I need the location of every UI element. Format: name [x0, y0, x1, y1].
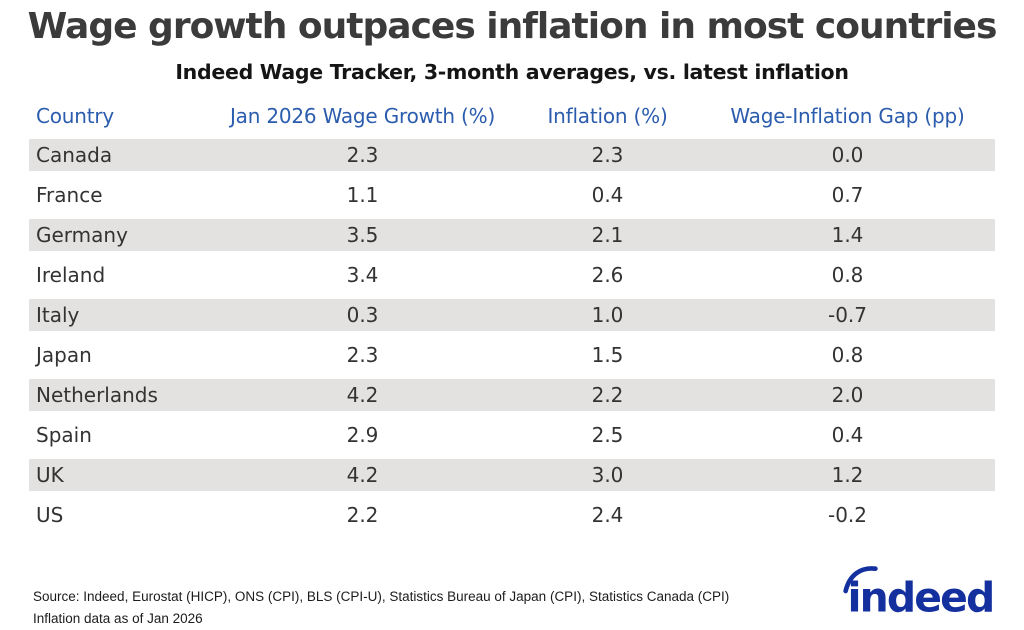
cell-gap: 0.7 [831, 183, 864, 207]
cell-wage-growth: 1.1 [346, 183, 379, 207]
table-row: Japan 2.3 1.5 0.8 [29, 335, 995, 375]
cell-wage-growth: 2.3 [346, 143, 379, 167]
cell-gap: -0.2 [827, 503, 868, 527]
cell-gap: 0.8 [831, 343, 864, 367]
page-subtitle: Indeed Wage Tracker, 3-month averages, v… [175, 60, 849, 84]
table-row: Germany 3.5 2.1 1.4 [29, 215, 995, 255]
cell-country: UK [36, 463, 64, 487]
column-header-country: Country [36, 104, 115, 128]
cell-wage-growth: 4.2 [346, 383, 379, 407]
table-row: Spain 2.9 2.5 0.4 [29, 415, 995, 455]
cell-gap: 0.4 [831, 423, 864, 447]
cell-country: Italy [36, 303, 80, 327]
table-row: Italy 0.3 1.0 -0.7 [29, 295, 995, 335]
logo-wordmark: indeed [848, 573, 994, 621]
cell-wage-growth: 2.3 [346, 343, 379, 367]
cell-inflation: 2.1 [591, 223, 624, 247]
table-row: Ireland 3.4 2.6 0.8 [29, 255, 995, 295]
table-header-row: Country Jan 2026 Wage Growth (%) Inflati… [29, 100, 995, 132]
cell-inflation: 2.2 [591, 383, 624, 407]
cell-wage-growth: 3.5 [346, 223, 379, 247]
cell-gap: 1.2 [831, 463, 864, 487]
table-row: Canada 2.3 2.3 0.0 [29, 135, 995, 175]
cell-wage-growth: 4.2 [346, 463, 379, 487]
cell-gap: 1.4 [831, 223, 864, 247]
cell-country: France [36, 183, 103, 207]
cell-wage-growth: 0.3 [346, 303, 379, 327]
cell-country: Netherlands [36, 383, 158, 407]
cell-wage-growth: 2.2 [346, 503, 379, 527]
cell-wage-growth: 2.9 [346, 423, 379, 447]
cell-inflation: 2.3 [591, 143, 624, 167]
column-header-inflation: Inflation (%) [547, 104, 668, 128]
cell-inflation: 3.0 [591, 463, 624, 487]
column-header-wage-growth: Jan 2026 Wage Growth (%) [229, 104, 496, 128]
cell-inflation: 2.5 [591, 423, 624, 447]
cell-gap: -0.7 [827, 303, 868, 327]
source-note: Source: Indeed, Eurostat (HICP), ONS (CP… [33, 586, 853, 630]
table-row: US 2.2 2.4 -0.2 [29, 495, 995, 535]
logo-arc-icon [843, 566, 878, 594]
table-row: UK 4.2 3.0 1.2 [29, 455, 995, 495]
table-row: France 1.1 0.4 0.7 [29, 175, 995, 215]
table-body: Canada 2.3 2.3 0.0 France 1.1 0.4 0.7 Ge… [29, 135, 995, 535]
cell-inflation: 2.6 [591, 263, 624, 287]
cell-inflation: 2.4 [591, 503, 624, 527]
cell-country: Japan [36, 343, 92, 367]
cell-gap: 2.0 [831, 383, 864, 407]
cell-gap: 0.8 [831, 263, 864, 287]
indeed-logo: indeed [843, 566, 995, 621]
cell-inflation: 1.0 [591, 303, 624, 327]
cell-country: Germany [36, 223, 128, 247]
cell-country: Ireland [36, 263, 106, 287]
table-row: Netherlands 4.2 2.2 2.0 [29, 375, 995, 415]
cell-wage-growth: 3.4 [346, 263, 379, 287]
cell-gap: 0.0 [831, 143, 864, 167]
page-title: Wage growth outpaces inflation in most c… [27, 6, 998, 47]
cell-country: Canada [36, 143, 113, 167]
cell-country: Spain [36, 423, 92, 447]
cell-inflation: 1.5 [591, 343, 624, 367]
cell-inflation: 0.4 [591, 183, 624, 207]
column-header-gap: Wage-Inflation Gap (pp) [730, 104, 965, 128]
source-line-2: Inflation data as of Jan 2026 [33, 611, 203, 626]
cell-country: US [36, 503, 64, 527]
source-line-1: Source: Indeed, Eurostat (HICP), ONS (CP… [33, 589, 730, 604]
